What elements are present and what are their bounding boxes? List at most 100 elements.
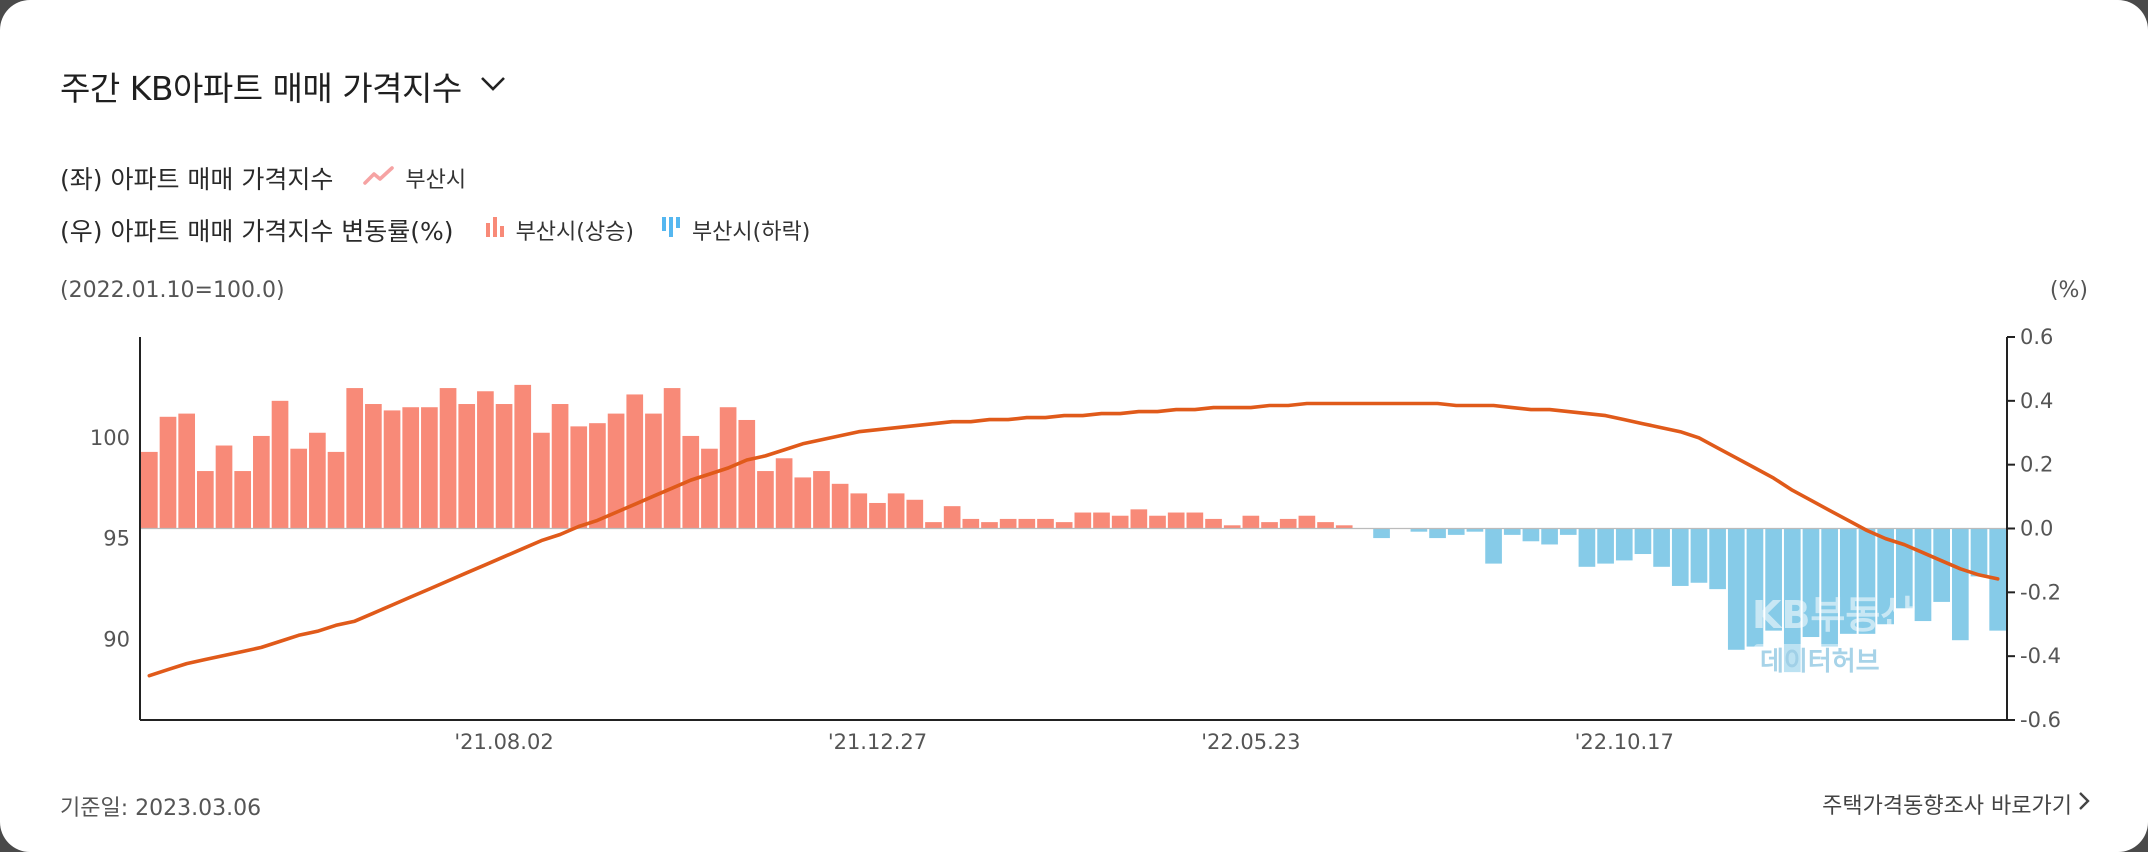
bar-80 (1634, 528, 1652, 555)
bar-96 (1933, 528, 1950, 602)
bar-71 (1466, 528, 1484, 532)
bar-49 (1055, 522, 1073, 529)
bar-40 (887, 493, 905, 529)
bar-17 (458, 404, 476, 529)
bar-93 (1877, 528, 1894, 625)
legend-row-right: (우) 아파트 매매 가격지수 변동률(%) 부산시(상승) 부산시(하락) (60, 212, 836, 248)
bar-37 (831, 483, 849, 529)
base-note: (2022.01.10=100.0) (60, 278, 285, 303)
bar-60 (1261, 522, 1278, 529)
bar-2 (178, 413, 196, 529)
bar-48 (1037, 518, 1054, 529)
bar-46 (999, 518, 1017, 529)
bar-44 (962, 518, 980, 529)
bar-11 (346, 388, 364, 529)
left-axis-label: (좌) 아파트 매매 가격지수 (60, 165, 334, 194)
bar-26 (626, 394, 644, 529)
bar-24 (589, 423, 606, 529)
legend-price-label: 부산시 (405, 168, 467, 193)
bar-35 (794, 477, 812, 529)
bar-88 (1783, 528, 1801, 673)
bar-4 (215, 445, 233, 529)
bar-63 (1317, 522, 1334, 529)
bar-15 (421, 407, 438, 529)
bar-92 (1858, 528, 1876, 634)
bar-33 (757, 471, 774, 529)
right-tick-label-5: -0.4 (2020, 644, 2061, 668)
bar-12 (365, 404, 382, 529)
legend-item-price[interactable]: 부산시 (363, 162, 466, 194)
reference-date: 기준일: 2023.03.06 (60, 796, 262, 821)
survey-link-label: 주택가격동향조사 바로가기 (1822, 794, 2072, 819)
bar-51 (1093, 512, 1110, 529)
bar-32 (738, 419, 756, 529)
x-tick-label-2: '22.05.23 (1201, 730, 1300, 754)
bar-59 (1242, 515, 1260, 529)
bar-69 (1429, 528, 1446, 539)
bar-55 (1167, 512, 1185, 529)
bar-45 (981, 522, 998, 529)
bar-68 (1410, 528, 1428, 532)
bar-61 (1279, 518, 1297, 529)
bar-91 (1839, 528, 1857, 634)
bar-81 (1653, 528, 1670, 567)
bar-41 (906, 499, 924, 529)
bar-38 (850, 493, 868, 529)
bar-23 (570, 426, 588, 529)
bar-25 (607, 413, 625, 529)
bar-84 (1709, 528, 1726, 590)
bar-21 (533, 432, 550, 529)
legend-item-fall[interactable]: 부산시(하락) (660, 214, 810, 246)
left-tick-label-1: 95 (103, 527, 130, 551)
bar-14 (402, 407, 420, 529)
bar-fall-icon (660, 215, 682, 245)
bar-54 (1149, 515, 1166, 529)
bar-76 (1559, 528, 1577, 535)
page-title: 주간 KB아파트 매매 가격지수 (60, 69, 462, 108)
bar-0 (141, 451, 158, 529)
bar-85 (1727, 528, 1745, 650)
bar-98 (1970, 528, 1988, 577)
chevron-right-icon (2078, 791, 2090, 817)
right-tick-label-6: -0.6 (2020, 708, 2061, 732)
right-tick-label-3: 0.0 (2020, 517, 2053, 541)
bar-47 (1018, 518, 1036, 529)
legend-fall-label: 부산시(하락) (691, 220, 811, 245)
bar-97 (1951, 528, 1969, 641)
bar-30 (701, 448, 718, 529)
bar-62 (1298, 515, 1316, 529)
survey-link[interactable]: 주택가격동향조사 바로가기 (1822, 788, 2090, 820)
watermark-line1: KB부동산 (1752, 593, 1915, 637)
bar-28 (663, 388, 681, 529)
bar-20 (514, 384, 532, 529)
right-unit: (%) (2049, 278, 2088, 303)
watermark-box (1754, 644, 1890, 678)
bar-19 (495, 404, 513, 529)
line-chart-icon (363, 164, 395, 193)
left-tick-label-0: 90 (103, 627, 130, 651)
bar-83 (1690, 528, 1708, 583)
title-dropdown[interactable]: 주간 KB아파트 매매 가격지수 (60, 62, 506, 110)
bar-8 (290, 448, 308, 529)
bar-27 (645, 413, 662, 529)
bar-10 (327, 451, 345, 529)
bar-34 (775, 458, 793, 529)
right-axis-label: (우) 아파트 매매 가격지수 변동률(%) (60, 217, 454, 246)
legend-row-left: (좌) 아파트 매매 가격지수 부산시 (60, 160, 492, 196)
legend-item-rise[interactable]: 부산시(상승) (484, 214, 634, 246)
bar-7 (271, 400, 289, 529)
bar-58 (1223, 525, 1241, 529)
bar-72 (1485, 528, 1502, 564)
chevron-down-icon[interactable] (480, 76, 506, 96)
bar-36 (813, 471, 830, 529)
right-tick-label-2: 0.2 (2020, 453, 2053, 477)
bar-75 (1541, 528, 1558, 545)
watermark-line2: 데이터허브 (1760, 647, 1880, 677)
right-tick-label-4: -0.2 (2020, 580, 2061, 604)
legend-rise-label: 부산시(상승) (515, 220, 634, 245)
bar-78 (1597, 528, 1614, 564)
bar-66 (1373, 528, 1390, 539)
x-tick-label-3: '22.10.17 (1575, 730, 1674, 754)
bar-86 (1746, 528, 1764, 647)
bar-57 (1205, 518, 1222, 529)
